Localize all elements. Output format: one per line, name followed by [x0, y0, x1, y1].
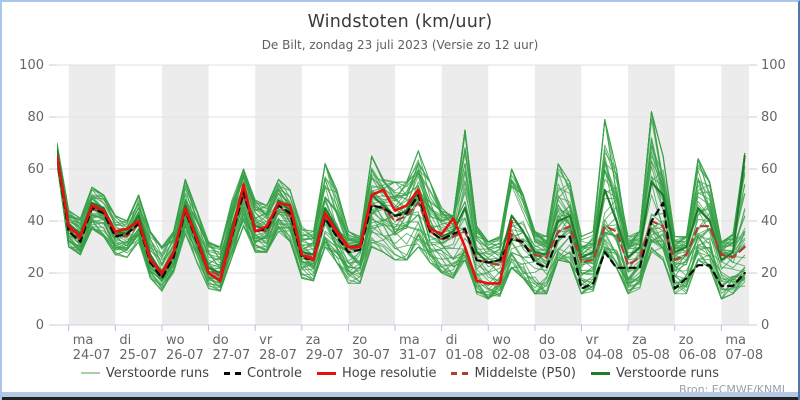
legend-item-controle: Controle	[224, 366, 302, 381]
legend-item-verstoorde-runs-thick: Verstoorde runs	[590, 365, 720, 381]
legend-label: Hoge resolutie	[342, 365, 437, 381]
svg-text:40: 40	[761, 214, 778, 229]
axis-ticks	[49, 64, 757, 331]
svg-text:29-07: 29-07	[306, 348, 344, 362]
svg-text:di: di	[119, 333, 131, 348]
svg-text:26-07: 26-07	[166, 348, 204, 362]
svg-text:07-08: 07-08	[725, 348, 763, 362]
svg-text:do: do	[539, 333, 555, 348]
svg-text:zo: zo	[352, 333, 367, 348]
svg-text:03-08: 03-08	[539, 348, 577, 362]
darkred-dashed-line-swatch-icon	[451, 371, 469, 375]
legend-item-middelste-p50: Middelste (P50)	[451, 365, 576, 381]
chart-title: Windstoten (km/uur)	[307, 12, 493, 32]
svg-text:27-07: 27-07	[213, 348, 251, 362]
legend-item-verstoorde-runs-thin: Verstoorde runs	[80, 365, 210, 381]
series-lines	[57, 111, 746, 300]
svg-text:40: 40	[27, 214, 44, 229]
svg-text:24-07: 24-07	[73, 348, 111, 362]
svg-text:01-08: 01-08	[446, 348, 484, 362]
bottom-edge-bar	[2, 397, 798, 400]
svg-text:0: 0	[36, 318, 44, 333]
red-line-swatch-icon	[317, 371, 337, 375]
bottom-blue-bar	[2, 392, 798, 397]
svg-text:25-07: 25-07	[119, 348, 157, 362]
legend-label: Verstoorde runs	[105, 365, 210, 381]
svg-text:60: 60	[761, 162, 778, 177]
svg-text:0: 0	[761, 318, 769, 333]
chart-legend: Verstoorde runs Controle Hoge resolutie …	[2, 364, 798, 382]
svg-text:80: 80	[761, 110, 778, 125]
dark-green-line-swatch-icon	[590, 371, 610, 375]
svg-text:60: 60	[27, 162, 44, 177]
svg-text:vr: vr	[586, 333, 600, 348]
svg-text:di: di	[446, 333, 458, 348]
svg-text:100: 100	[19, 58, 44, 73]
svg-text:20: 20	[27, 266, 44, 281]
svg-text:100: 100	[761, 58, 786, 73]
svg-text:vr: vr	[259, 333, 273, 348]
svg-text:wo: wo	[492, 333, 511, 348]
chart-subtitle: De Bilt, zondag 23 juli 2023 (Versie zo …	[261, 38, 539, 52]
svg-text:30-07: 30-07	[352, 348, 390, 362]
svg-text:ma: ma	[399, 333, 420, 348]
svg-text:04-08: 04-08	[586, 348, 624, 362]
svg-text:28-07: 28-07	[259, 348, 297, 362]
svg-text:za: za	[306, 333, 321, 348]
series-controle	[57, 157, 746, 290]
svg-text:80: 80	[27, 110, 44, 125]
svg-text:02-08: 02-08	[492, 348, 530, 362]
svg-text:do: do	[213, 333, 229, 348]
svg-text:ma: ma	[73, 333, 94, 348]
svg-text:05-08: 05-08	[632, 348, 670, 362]
legend-label: Verstoorde runs	[615, 365, 720, 381]
svg-text:za: za	[632, 333, 647, 348]
svg-text:20: 20	[761, 266, 778, 281]
svg-text:06-08: 06-08	[679, 348, 717, 362]
svg-text:wo: wo	[166, 333, 185, 348]
black-dashed-line-swatch-icon	[224, 371, 242, 375]
legend-item-hoge-resolutie: Hoge resolutie	[317, 366, 436, 381]
legend-label: Controle	[247, 365, 303, 381]
svg-text:31-07: 31-07	[399, 348, 437, 362]
thin-green-line-swatch-icon	[80, 372, 100, 374]
svg-text:ma: ma	[725, 333, 746, 348]
legend-label: Middelste (P50)	[474, 365, 576, 381]
series-hoge-resolutie	[57, 154, 513, 285]
svg-text:zo: zo	[679, 333, 694, 348]
